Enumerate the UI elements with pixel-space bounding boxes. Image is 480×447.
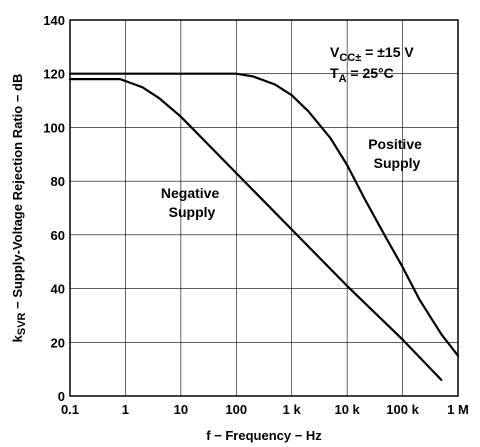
- tick-labels: 0.1 1 10 100 1 k 10 k 100 k 1 M 0 20 40 60 80 100 120 1…: [43, 13, 469, 417]
- condition-ta-rest: = 25°C: [347, 65, 394, 81]
- y-tick-label: 0: [58, 389, 65, 404]
- y-tick-label: 80: [51, 174, 65, 189]
- x-tick-label: 100: [225, 402, 247, 417]
- series-layer: [68, 72, 460, 381]
- y-axis-label-k: k: [10, 334, 25, 342]
- y-tick-label: 20: [51, 335, 65, 350]
- y-tick-label: 100: [43, 120, 65, 135]
- y-tick-label: 140: [43, 13, 65, 28]
- y-axis-label: kSVR − Supply-Voltage Rejection Ratio − …: [10, 74, 28, 343]
- condition-vcc-base: V: [330, 44, 340, 60]
- series-line-positive-supply: [68, 72, 460, 357]
- condition-ta-sub: A: [339, 73, 347, 85]
- x-tick-label: 0.1: [61, 402, 79, 417]
- condition-ta-base: T: [330, 65, 339, 81]
- y-tick-label: 120: [43, 67, 65, 82]
- series-label-negative-line2: Supply: [169, 204, 216, 220]
- plot-frame: [69, 19, 459, 397]
- condition-ta: TA = 25°C: [330, 65, 394, 85]
- x-tick-label: 1: [122, 402, 129, 417]
- x-tick-label: 10 k: [334, 402, 360, 417]
- x-tick-label: 1 k: [283, 402, 302, 417]
- series-label-positive-supply: Positive Supply: [368, 136, 426, 171]
- series-label-negative-supply: Negative Supply: [161, 185, 223, 220]
- series-label-positive-line1: Positive: [368, 136, 422, 152]
- condition-vcc-sub: CC±: [339, 52, 361, 64]
- x-tick-label: 10: [174, 402, 188, 417]
- y-tick-label: 60: [51, 228, 65, 243]
- series-label-negative-line1: Negative: [161, 185, 220, 201]
- series-line-negative-supply: [68, 77, 443, 381]
- y-axis-label-rest: − Supply-Voltage Rejection Ratio − dB: [10, 74, 25, 313]
- x-axis-label: f − Frequency − Hz: [206, 428, 322, 443]
- series-label-positive-line2: Supply: [374, 155, 421, 171]
- x-tick-label: 100 k: [386, 402, 419, 417]
- x-tick-label: 1 M: [447, 402, 469, 417]
- y-tick-label: 40: [51, 282, 65, 297]
- condition-vcc: VCC± = ±15 V: [330, 44, 414, 64]
- y-axis-label-sub: SVR: [16, 312, 28, 335]
- grid: [69, 19, 459, 397]
- condition-vcc-rest: = ±15 V: [361, 44, 414, 60]
